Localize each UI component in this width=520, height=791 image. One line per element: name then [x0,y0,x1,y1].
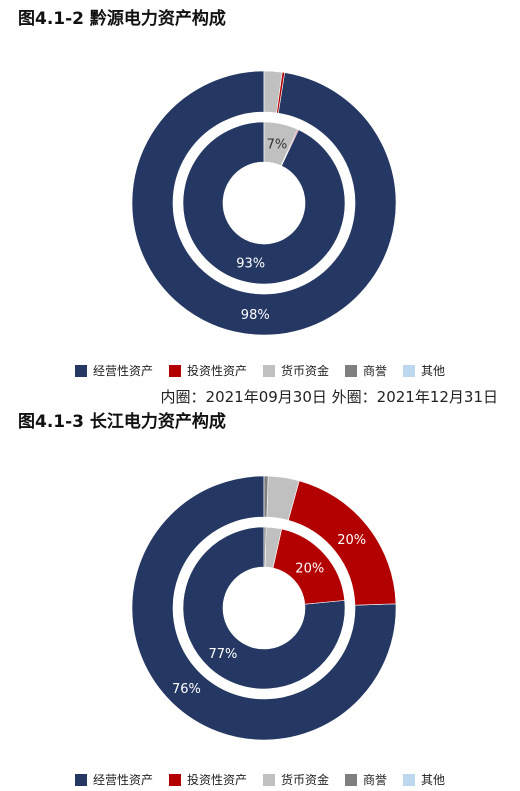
outer-ring-slice-monetary-funds [266,475,300,521]
legend-label: 投资性资产 [186,773,247,787]
legend-item-monetary-funds: 货币资金 [262,362,329,379]
outer-ring-label-investment-assets: 20% [337,533,366,548]
legend-swatch [168,773,181,786]
legend-item-operating-assets: 经营性资产 [74,771,153,788]
outer-ring-slice-operating-assets [131,475,397,741]
outer-ring-label-operating-assets: 76% [172,682,201,697]
legend-label: 经营性资产 [92,773,153,787]
legend-label: 货币资金 [280,773,329,787]
legend-item-goodwill: 商誉 [345,362,387,379]
legend-swatch [168,364,181,377]
inner-ring-slice-investment-assets [272,528,345,605]
inner-ring-slice-operating-assets [182,121,346,285]
legend-swatch [262,364,275,377]
legend-label: 其他 [421,773,446,787]
chart-legend: 经营性资产 投资性资产 货币资金 商誉 其他 [0,362,520,379]
legend-item-other: 其他 [403,362,445,379]
chart-title: 图4.1-2 黔源电力资产构成 [18,9,226,29]
outer-ring-slice-goodwill [263,475,269,518]
outer-ring-slice-investment-assets [287,480,397,606]
legend-label: 商誉 [363,364,388,378]
legend-swatch [403,364,416,377]
chart-title: 图4.1-3 长江电力资产构成 [18,412,226,432]
legend-label: 商誉 [363,773,388,787]
legend-swatch [262,773,275,786]
chart-legend: 经营性资产 投资性资产 货币资金 商誉 其他 [0,771,520,788]
legend-item-investment-assets: 投资性资产 [168,771,247,788]
inner-ring-slice-goodwill [263,526,267,568]
inner-ring-slice-monetary-funds [263,121,298,167]
inner-ring-slice-monetary-funds [264,526,283,569]
inner-ring-label-monetary-funds: 7% [267,137,288,152]
outer-ring-label-operating-assets: 98% [241,308,270,323]
inner-ring-label-operating-assets: 77% [208,647,237,662]
legend-swatch [74,773,87,786]
legend-item-monetary-funds: 货币资金 [262,771,329,788]
legend-item-investment-assets: 投资性资产 [168,362,247,379]
inner-ring-label-operating-assets: 93% [236,257,265,272]
legend-label: 投资性资产 [186,364,247,378]
legend-label: 其他 [421,364,446,378]
chart-panel-changjiang: 图4.1-3 长江电力资产构成 77% 20% 76% 20% 经营性资产 投资性资产 货… [0,405,520,791]
legend-label: 货币资金 [280,364,329,378]
legend-item-operating-assets: 经营性资产 [74,362,153,379]
ring-date-note: 内圈：2021年09月30日 外圈：2021年12月31日 [160,388,498,406]
legend-swatch [403,773,416,786]
legend-item-goodwill: 商誉 [345,771,387,788]
inner-ring-label-investment-assets: 20% [295,562,324,577]
chart-panel-qianyuan: 图4.1-2 黔源电力资产构成 93% 7% 98% 经营性资产 投资性资产 货币资金 商… [0,9,520,406]
legend-swatch [74,364,87,377]
donut-chart-qianyuan: 93% 7% 98% [131,70,397,336]
legend-swatch [345,364,357,377]
donut-chart-changjiang: 77% 20% 76% 20% [131,475,397,741]
outer-ring-slice-monetary-funds [263,70,283,114]
legend-swatch [345,773,357,786]
legend-label: 经营性资产 [92,364,153,378]
inner-ring-slice-operating-assets [182,526,346,690]
legend-item-other: 其他 [403,771,445,788]
outer-ring-slice-operating-assets [131,70,397,336]
